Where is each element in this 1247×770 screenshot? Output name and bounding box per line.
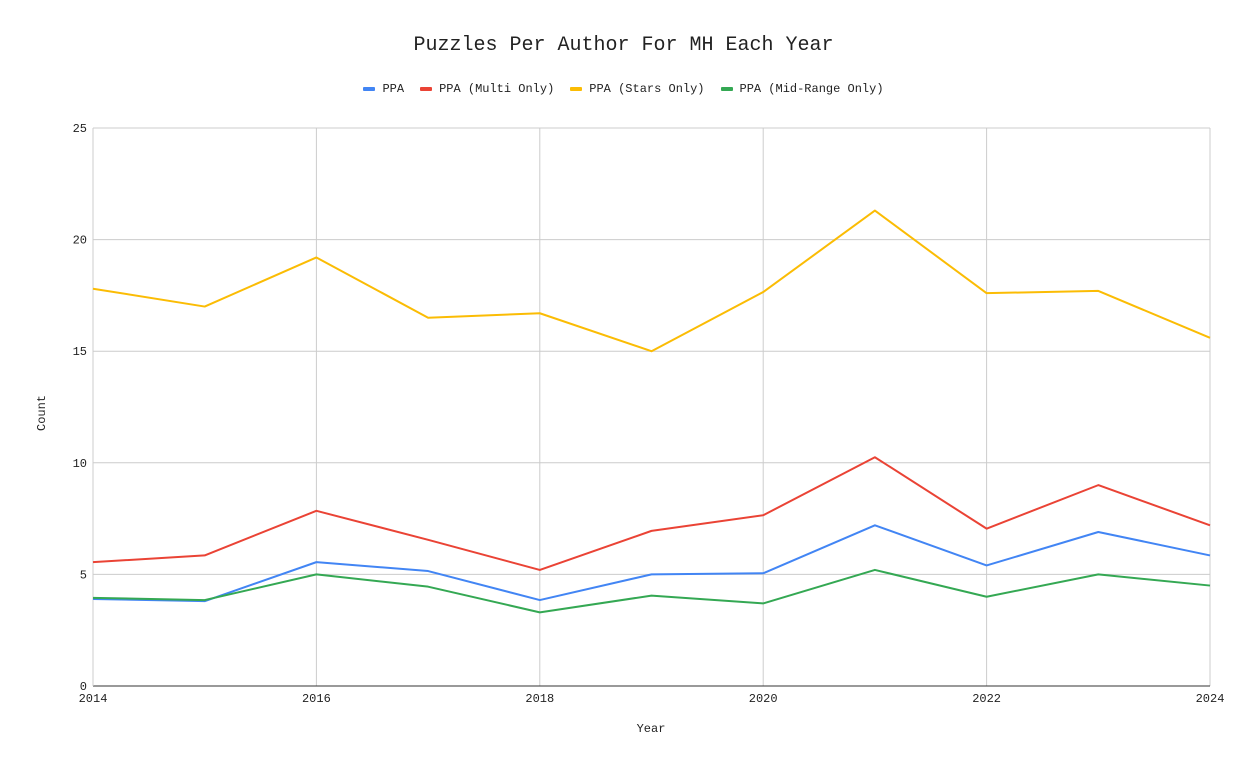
x-axis-title: Year xyxy=(637,722,666,736)
legend-label-ppa-multi: PPA (Multi Only) xyxy=(439,82,555,96)
y-tick-label: 25 xyxy=(73,122,87,136)
series-lines xyxy=(92,209,1211,614)
x-tick-label: 2014 xyxy=(79,692,108,706)
legend: PPA PPA (Multi Only) PPA (Stars Only) PP… xyxy=(0,82,1247,96)
series-line-ppa-multi[interactable] xyxy=(92,456,1211,571)
axes: 0 5 10 15 20 25 2014 2016 2018 2020 2022 2024 xyxy=(73,122,1225,706)
legend-swatch-ppa-mid xyxy=(720,87,733,91)
legend-item-ppa-multi[interactable]: PPA (Multi Only) xyxy=(420,82,554,96)
legend-label-ppa-stars: PPA (Stars Only) xyxy=(589,82,705,96)
legend-swatch-ppa xyxy=(363,87,376,91)
y-tick-label: 10 xyxy=(73,457,87,471)
y-tick-label: 0 xyxy=(80,680,87,694)
x-tick-label: 2022 xyxy=(972,692,1001,706)
legend-label-ppa-mid: PPA (Mid-Range Only) xyxy=(739,82,884,96)
y-tick-label: 20 xyxy=(73,234,87,248)
chart-title: Puzzles Per Author For MH Each Year xyxy=(413,34,834,57)
x-tick-label: 2024 xyxy=(1196,692,1225,706)
legend-item-ppa-stars[interactable]: PPA (Stars Only) xyxy=(570,82,705,96)
series-line-ppa-mid[interactable] xyxy=(92,568,1211,614)
y-tick-label: 5 xyxy=(80,568,87,582)
legend-swatch-ppa-stars xyxy=(570,87,583,91)
x-tick-label: 2020 xyxy=(749,692,778,706)
legend-item-ppa[interactable]: PPA xyxy=(363,82,404,96)
grid xyxy=(93,127,1211,686)
legend-swatch-ppa-multi xyxy=(420,87,433,91)
y-tick-label: 15 xyxy=(73,345,87,359)
x-tick-label: 2018 xyxy=(525,692,554,706)
legend-item-ppa-mid[interactable]: PPA (Mid-Range Only) xyxy=(720,82,884,96)
series-line-ppa[interactable] xyxy=(92,524,1211,603)
legend-label-ppa: PPA xyxy=(382,82,405,96)
series-line-ppa-stars[interactable] xyxy=(92,209,1211,353)
y-axis-title: Count xyxy=(35,395,49,431)
x-tick-label: 2016 xyxy=(302,692,331,706)
